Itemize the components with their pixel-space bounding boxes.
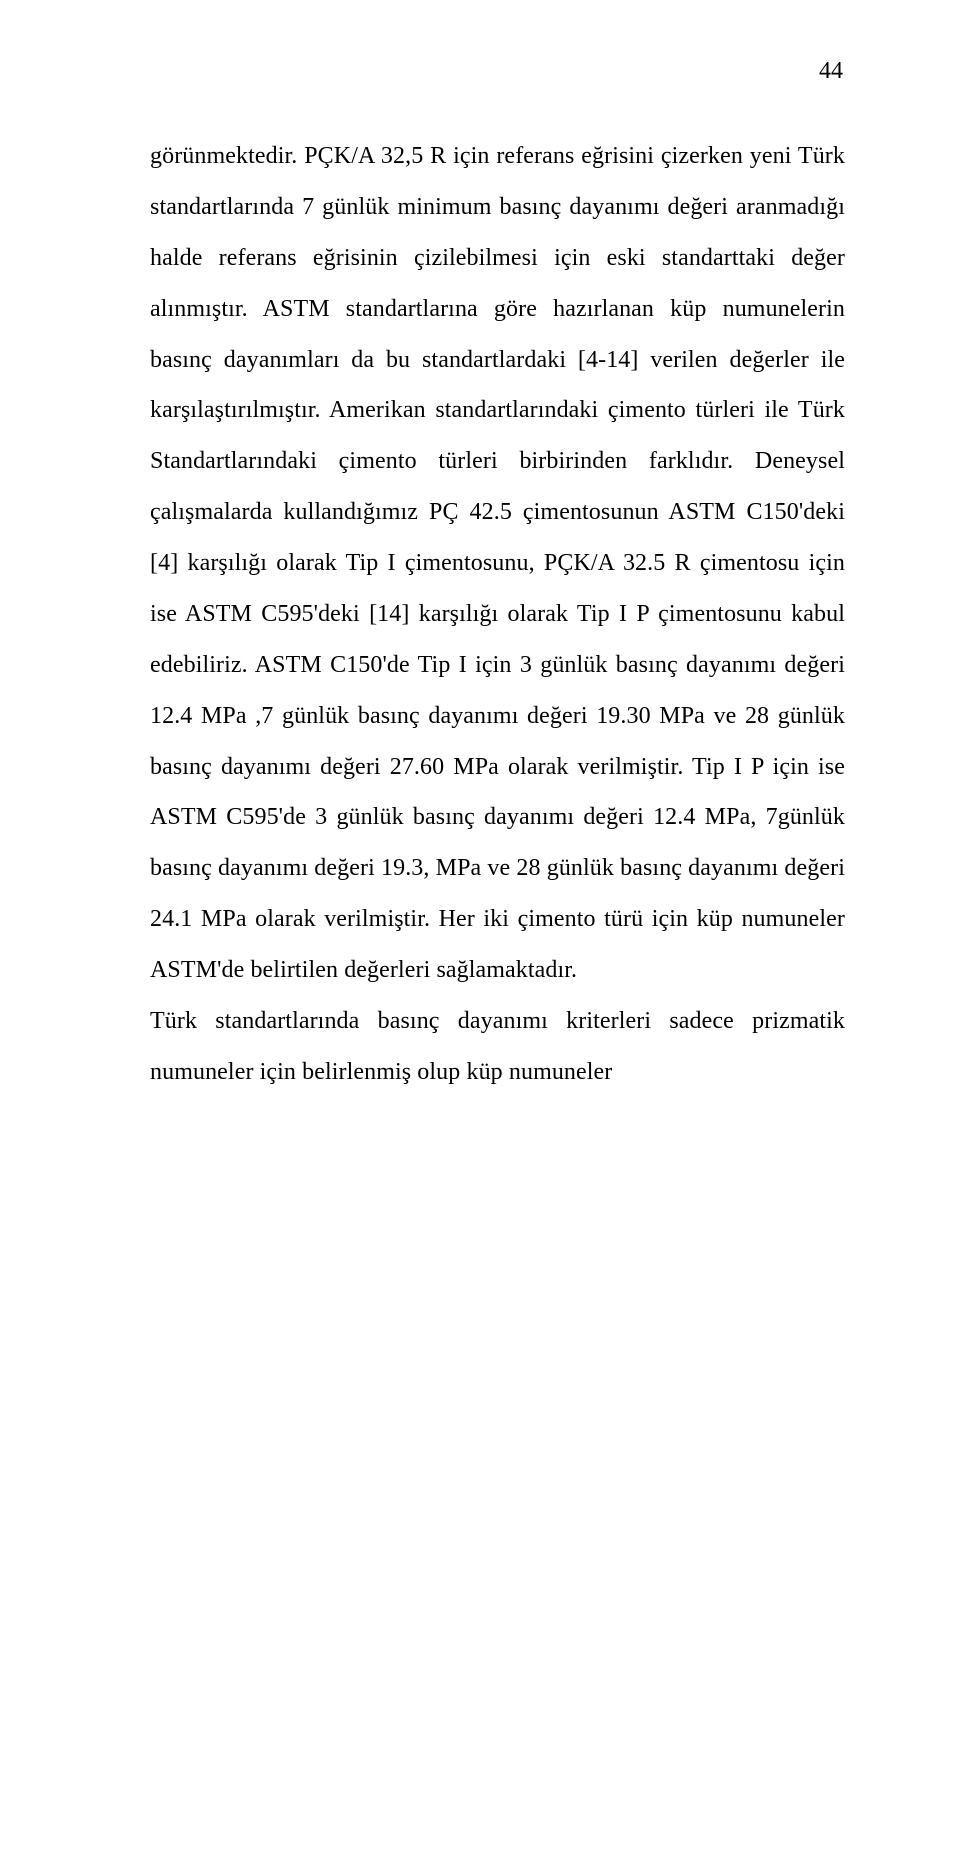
body-paragraph-2: Türk standartlarında basınç dayanımı kri…	[150, 996, 845, 1098]
page-number: 44	[150, 58, 845, 85]
body-paragraph-1: görünmektedir. PÇK/A 32,5 R için referan…	[150, 131, 845, 996]
